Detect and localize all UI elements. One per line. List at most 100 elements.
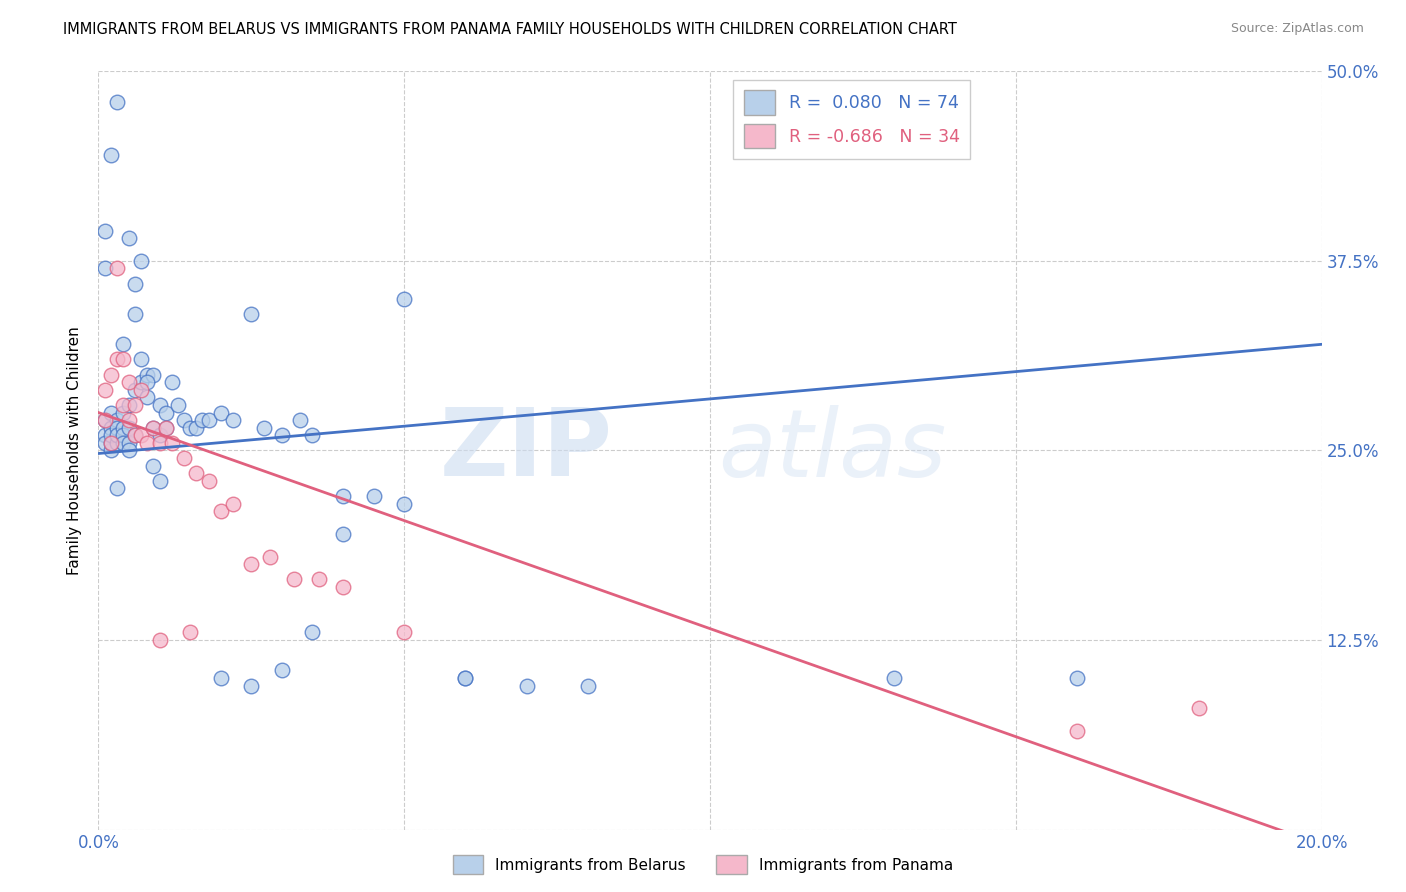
Point	[392, 625, 416, 640]
Point	[93, 261, 115, 276]
Point	[118, 421, 141, 435]
Point	[118, 443, 141, 458]
Point	[283, 573, 305, 587]
Point	[93, 428, 115, 442]
Point	[155, 421, 177, 435]
Point	[454, 671, 477, 685]
Point	[392, 496, 416, 510]
Point	[179, 625, 201, 640]
Point	[93, 413, 115, 427]
Point	[1066, 724, 1088, 739]
Point	[111, 405, 134, 420]
Point	[105, 428, 128, 442]
Point	[118, 231, 141, 245]
Point	[111, 421, 134, 435]
Point	[209, 671, 232, 685]
Point	[105, 95, 128, 109]
Point	[155, 405, 177, 420]
Point	[173, 413, 195, 427]
Point	[136, 391, 159, 405]
Point	[332, 580, 354, 594]
Point	[129, 428, 152, 442]
Point	[363, 489, 385, 503]
Point	[129, 383, 152, 397]
Point	[100, 436, 122, 450]
Legend: Immigrants from Belarus, Immigrants from Panama: Immigrants from Belarus, Immigrants from…	[446, 849, 960, 880]
Point	[111, 428, 134, 442]
Point	[105, 482, 128, 496]
Point	[136, 436, 159, 450]
Point	[100, 148, 122, 162]
Point	[197, 413, 219, 427]
Point	[93, 413, 115, 427]
Point	[209, 405, 232, 420]
Point	[259, 549, 281, 564]
Point	[142, 421, 165, 435]
Point	[93, 223, 115, 237]
Point	[186, 467, 208, 481]
Point	[1066, 671, 1088, 685]
Point	[240, 557, 263, 572]
Point	[100, 443, 122, 458]
Point	[332, 489, 354, 503]
Y-axis label: Family Households with Children: Family Households with Children	[67, 326, 83, 574]
Text: atlas: atlas	[718, 405, 946, 496]
Text: Source: ZipAtlas.com: Source: ZipAtlas.com	[1230, 22, 1364, 36]
Point	[454, 671, 477, 685]
Point	[149, 474, 172, 488]
Point	[105, 421, 128, 435]
Point	[209, 504, 232, 518]
Point	[173, 451, 195, 466]
Point	[516, 678, 538, 692]
Point	[883, 671, 905, 685]
Point	[392, 292, 416, 306]
Point	[270, 664, 292, 678]
Point	[93, 383, 115, 397]
Legend: R =  0.080   N = 74, R = -0.686   N = 34: R = 0.080 N = 74, R = -0.686 N = 34	[734, 80, 970, 159]
Point	[179, 421, 201, 435]
Point	[197, 474, 219, 488]
Point	[301, 625, 323, 640]
Point	[124, 428, 146, 442]
Point	[142, 458, 165, 473]
Point	[167, 398, 190, 412]
Point	[100, 428, 122, 442]
Point	[129, 352, 152, 367]
Point	[100, 368, 122, 382]
Point	[124, 398, 146, 412]
Point	[149, 398, 172, 412]
Point	[124, 428, 146, 442]
Point	[118, 398, 141, 412]
Point	[118, 376, 141, 390]
Point	[136, 368, 159, 382]
Point	[1188, 701, 1211, 715]
Point	[129, 253, 152, 268]
Point	[111, 352, 134, 367]
Point	[142, 368, 165, 382]
Point	[124, 307, 146, 321]
Point	[252, 421, 274, 435]
Point	[222, 413, 245, 427]
Point	[160, 436, 183, 450]
Point	[100, 436, 122, 450]
Point	[124, 277, 146, 291]
Point	[93, 436, 115, 450]
Point	[118, 413, 141, 427]
Point	[576, 678, 599, 692]
Point	[136, 376, 159, 390]
Point	[270, 428, 292, 442]
Point	[332, 526, 354, 541]
Text: ZIP: ZIP	[439, 404, 612, 497]
Point	[105, 352, 128, 367]
Point	[111, 398, 134, 412]
Point	[111, 436, 134, 450]
Point	[149, 633, 172, 648]
Point	[105, 436, 128, 450]
Point	[124, 383, 146, 397]
Point	[129, 376, 152, 390]
Point	[105, 261, 128, 276]
Point	[149, 428, 172, 442]
Point	[100, 421, 122, 435]
Point	[105, 413, 128, 427]
Point	[308, 573, 330, 587]
